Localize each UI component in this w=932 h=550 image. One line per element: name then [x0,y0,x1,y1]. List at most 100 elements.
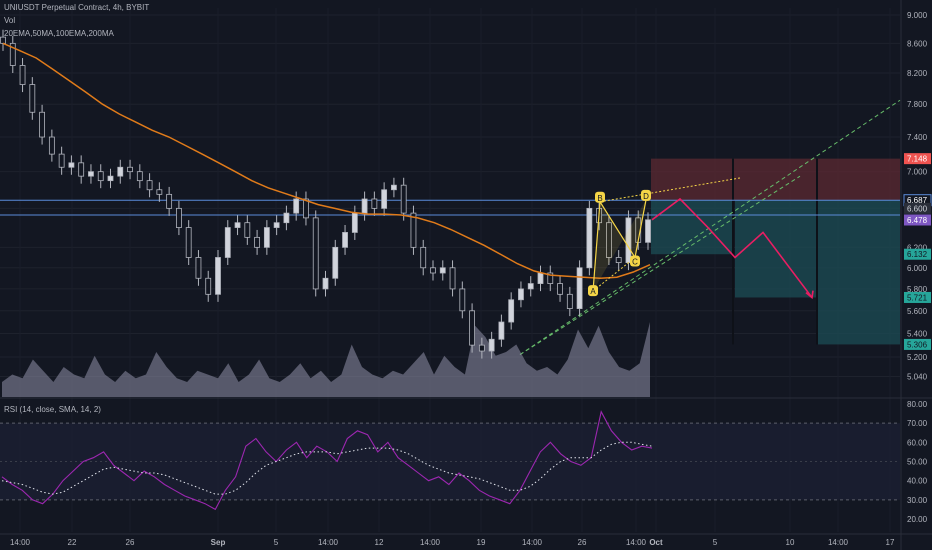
price-tick: 7.400 [907,133,928,142]
time-tick: 14:00 [318,538,339,547]
rsi-legend: RSI (14, close, SMA, 14, 2) [4,405,101,414]
candle-body [518,288,524,301]
time-axis[interactable]: 14:00 22 26 Sep 5 14:00 12 14:00 19 14:00 26 14:00 O… [10,538,895,547]
pattern-fill [593,199,646,292]
volume-area [2,322,650,397]
candle-body [547,272,554,284]
candle-body [400,184,407,214]
candle-body [449,267,456,290]
rsi-tick: 70.00 [907,419,928,428]
time-tick: 5 [274,538,279,547]
candle-body [586,207,593,269]
candle-body [342,232,348,248]
pattern-point-a [588,285,598,297]
candle-body [107,175,114,182]
price-tick: 5.040 [907,372,928,381]
price-axis[interactable]: 9.000 8.600 8.200 7.800 7.400 7.000 6.200 6.000… [903,11,932,524]
candle-body [166,193,173,209]
candle-body [9,42,16,66]
candle-body [29,84,36,113]
candle-body [117,166,124,177]
price-tag-current [904,214,931,226]
candle-body [127,166,133,173]
time-tick: Oct [649,538,663,547]
candle-body [410,212,417,248]
price-tick: 5.200 [907,353,928,362]
candle-body [68,162,75,168]
time-tick: 17 [886,538,895,547]
trend-dashed-lower [519,175,801,356]
rsi-tick: 80.00 [907,400,928,409]
price-tag-axis [904,202,931,214]
projection-path [651,197,813,299]
candle-body [58,153,65,168]
candle-body [439,267,446,274]
candle-body [566,293,573,309]
position-zones [651,158,900,345]
price-tick: 5.600 [907,307,928,316]
price-tick: 8.200 [907,69,928,78]
abcd-pattern: A B C D [588,177,741,297]
candle-body [498,321,505,340]
price-tag-target [904,291,931,303]
candle-body [645,219,651,243]
candle-body [97,171,104,182]
candle-body [606,222,612,258]
candle-body [185,227,192,258]
candle-body [244,222,251,238]
pattern-line [592,199,647,292]
candle-body [234,222,241,228]
price-tick: 8.600 [907,39,928,48]
time-tick: 22 [68,538,77,547]
price-tick: 9.000 [907,11,928,20]
time-tick: 14:00 [522,538,543,547]
trend-lines [519,99,901,356]
candle-body [224,227,231,258]
candle-body [322,277,329,290]
candle-body [332,246,339,279]
candle-body [0,36,6,44]
price-tag-label: 6.687 [907,196,928,205]
stop-zone [651,158,900,201]
candle-body [39,111,45,138]
horizontal-levels [0,199,900,216]
candle-body [78,162,85,177]
pattern-point-d [641,189,651,201]
candle-body [469,310,475,346]
candle-body [293,198,300,214]
candle-body [576,267,583,309]
time-tick: 26 [578,538,587,547]
rsi-tick: 60.00 [907,438,928,447]
pattern-point-label: A [590,287,596,296]
candle-body [48,136,55,155]
time-tick: 26 [126,538,135,547]
trend-dashed-upper [519,99,901,356]
rsi-tick: 50.00 [907,458,928,467]
candle-body [557,283,563,295]
candle-body [136,171,143,182]
price-tag-target [904,248,931,260]
candle-body [215,257,221,295]
candle-body [527,283,534,290]
candle-body [303,198,309,219]
time-tick: 14:00 [828,538,849,547]
pattern-point-label: C [632,257,638,266]
time-tick: 5 [713,538,718,547]
price-tick: 7.000 [907,168,928,177]
price-tag-label: 6.132 [907,250,928,259]
target-zone-1 [651,200,733,255]
candle-body [537,272,544,284]
candle-body [488,338,495,352]
candle-body [263,227,270,248]
price-tag-stop [904,153,931,165]
chart-title: UNIUSDT Perpetual Contract, 4h, BYBIT [4,3,150,12]
price-tick: 5.800 [907,285,928,294]
rsi-tick: 30.00 [907,496,928,505]
price-tag-label: 6.478 [907,216,928,225]
candle-body [478,344,485,352]
price-tag-label: 6.600 [907,204,928,213]
pattern-point-label: D [643,192,649,201]
candle-body [19,65,26,85]
candle-body [459,288,466,312]
